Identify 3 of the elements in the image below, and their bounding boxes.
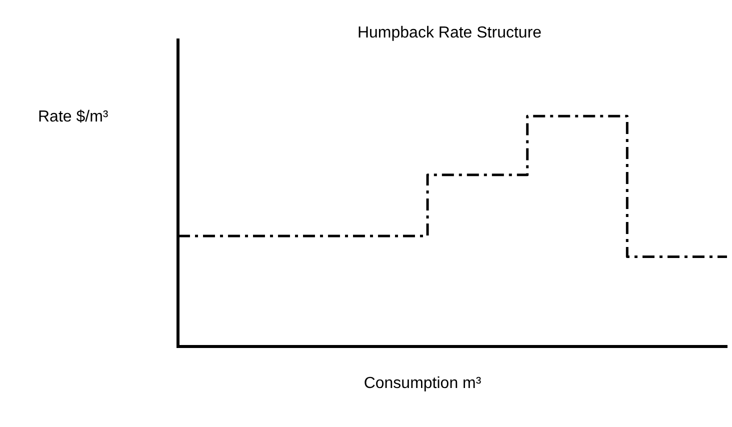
y-axis-title: Rate $/m³ [38,108,109,126]
x-axis-title: Consumption m³ [364,375,482,392]
chart-title: Humpback Rate Structure [357,24,542,42]
